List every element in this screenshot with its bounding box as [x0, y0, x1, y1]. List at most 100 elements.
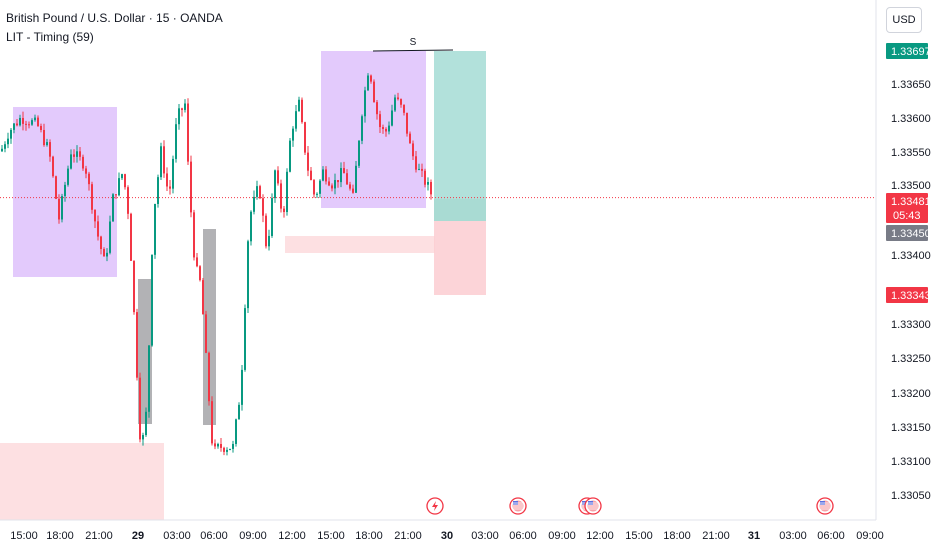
candle[interactable] [358, 140, 360, 166]
candle[interactable] [322, 169, 324, 181]
candle[interactable] [82, 156, 84, 169]
candle[interactable] [121, 174, 123, 179]
candle[interactable] [223, 447, 225, 452]
candle[interactable] [316, 193, 318, 195]
candle[interactable] [301, 99, 303, 123]
candle[interactable] [157, 177, 159, 204]
target-zone-entry[interactable] [434, 199, 486, 221]
candle[interactable] [85, 168, 87, 174]
candle[interactable] [55, 176, 57, 199]
candle[interactable] [202, 280, 204, 315]
candle[interactable] [325, 169, 327, 182]
indicator-title[interactable]: LIT - Timing (59) [6, 30, 94, 44]
candle[interactable] [160, 146, 162, 178]
candle[interactable] [190, 161, 192, 213]
candle[interactable] [262, 198, 264, 216]
candle[interactable] [19, 117, 21, 126]
candle[interactable] [79, 151, 81, 157]
candle[interactable] [7, 138, 9, 145]
candle[interactable] [94, 209, 96, 222]
candle[interactable] [382, 127, 384, 129]
candle[interactable] [424, 170, 426, 185]
candle[interactable] [184, 103, 186, 110]
candle[interactable] [400, 99, 402, 105]
candle[interactable] [277, 170, 279, 184]
candle[interactable] [376, 102, 378, 115]
candle[interactable] [298, 99, 300, 112]
candle[interactable] [388, 125, 390, 132]
candle[interactable] [196, 257, 198, 267]
candle[interactable] [328, 181, 330, 186]
candle[interactable] [238, 404, 240, 420]
candle[interactable] [364, 90, 366, 117]
candle[interactable] [310, 170, 312, 181]
candle[interactable] [169, 186, 171, 189]
zone-pink-bottom[interactable] [0, 443, 164, 520]
candle[interactable] [220, 444, 222, 448]
candle[interactable] [343, 168, 345, 174]
candle[interactable] [46, 142, 48, 146]
candle[interactable] [409, 133, 411, 144]
candle[interactable] [250, 211, 252, 242]
candle[interactable] [10, 129, 12, 139]
candle[interactable] [265, 215, 267, 247]
candle[interactable] [403, 104, 405, 113]
candle[interactable] [361, 116, 363, 141]
candle[interactable] [49, 142, 51, 157]
candle[interactable] [124, 174, 126, 188]
candle[interactable] [13, 123, 15, 130]
candle[interactable] [430, 182, 432, 195]
candle[interactable] [139, 377, 141, 440]
candle[interactable] [151, 254, 153, 346]
candle[interactable] [370, 75, 372, 82]
candle[interactable] [271, 198, 273, 236]
zone-gray-2[interactable] [203, 229, 216, 425]
candle[interactable] [397, 97, 399, 100]
candle[interactable] [136, 312, 138, 378]
candle[interactable] [52, 156, 54, 177]
candle[interactable] [31, 120, 33, 125]
candle[interactable] [241, 369, 243, 405]
candle[interactable] [112, 194, 114, 222]
candle[interactable] [133, 260, 135, 313]
candle[interactable] [292, 128, 294, 141]
candle[interactable] [379, 114, 381, 128]
candle[interactable] [145, 411, 147, 436]
candle[interactable] [352, 188, 354, 193]
candle[interactable] [106, 252, 108, 257]
candle[interactable] [247, 241, 249, 309]
candle[interactable] [16, 123, 18, 126]
candle[interactable] [28, 124, 30, 126]
candle[interactable] [406, 112, 408, 134]
candle[interactable] [61, 196, 63, 220]
candle[interactable] [178, 108, 180, 125]
candle[interactable] [421, 168, 423, 171]
candle[interactable] [367, 75, 369, 91]
candle[interactable] [100, 236, 102, 250]
candle[interactable] [166, 173, 168, 187]
candle[interactable] [394, 97, 396, 111]
candle[interactable] [268, 235, 270, 247]
candle[interactable] [58, 198, 60, 220]
candle[interactable] [103, 249, 105, 257]
candle[interactable] [67, 168, 69, 185]
candle[interactable] [34, 117, 36, 121]
candle[interactable] [154, 203, 156, 255]
zone-purple-2[interactable] [321, 51, 426, 208]
candle[interactable] [307, 152, 309, 171]
candle[interactable] [283, 208, 285, 213]
candle[interactable] [193, 212, 195, 258]
candle[interactable] [97, 221, 99, 237]
candle[interactable] [355, 165, 357, 193]
candle[interactable] [256, 186, 258, 197]
candle[interactable] [130, 213, 132, 261]
candle[interactable] [163, 146, 165, 174]
candle[interactable] [412, 143, 414, 157]
candle[interactable] [199, 266, 201, 281]
candle[interactable] [280, 183, 282, 209]
candle[interactable] [73, 154, 75, 157]
candle[interactable] [214, 443, 216, 447]
candle[interactable] [115, 194, 117, 196]
candle[interactable] [208, 352, 210, 402]
